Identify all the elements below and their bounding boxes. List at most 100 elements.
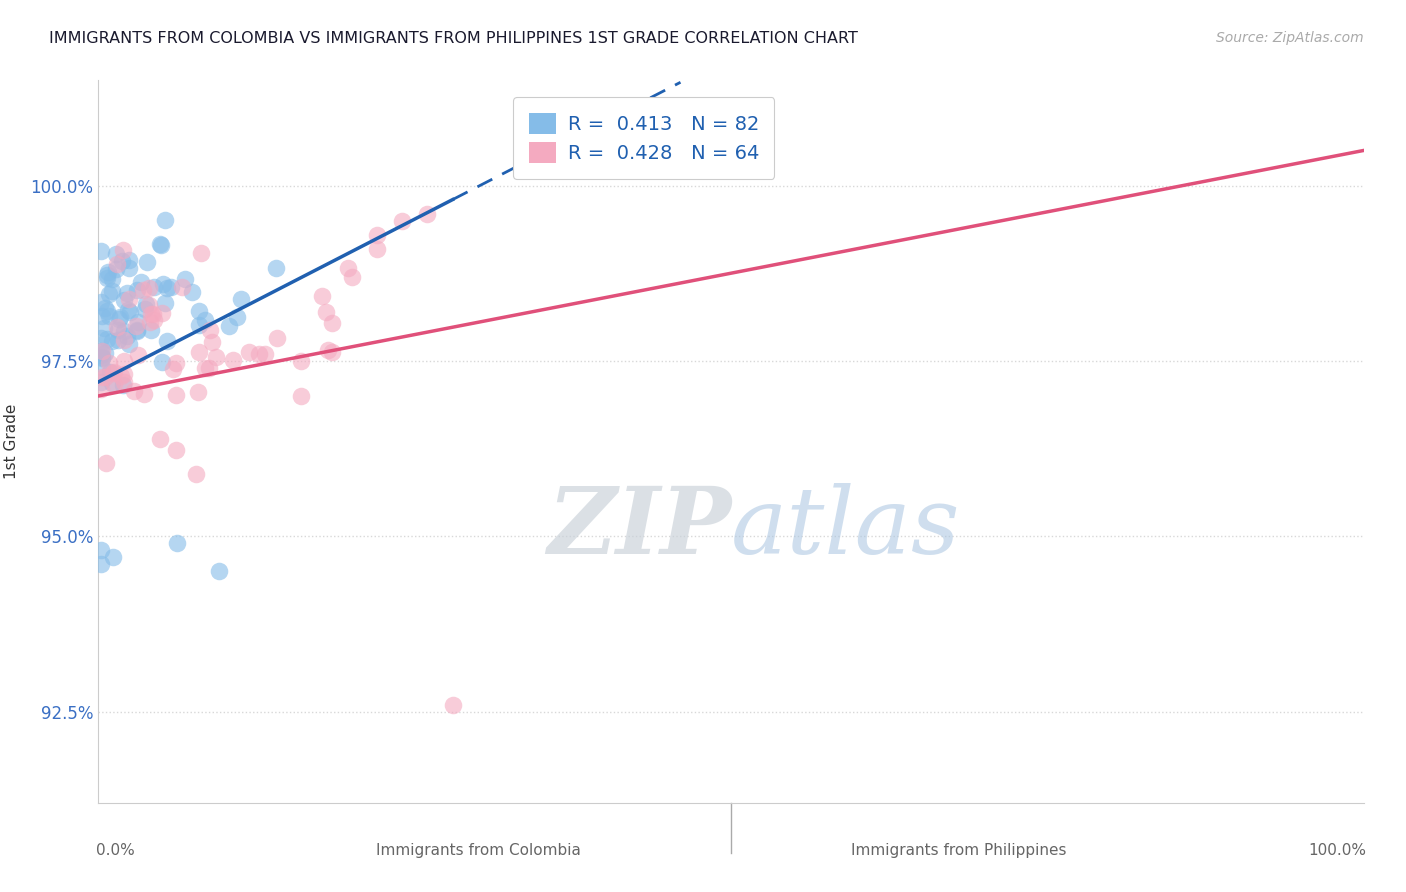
Point <box>391 213 413 227</box>
Point <box>416 206 439 220</box>
Point <box>162 362 184 376</box>
Point <box>166 536 188 550</box>
Text: 0.0%: 0.0% <box>96 843 135 857</box>
Text: ZIP: ZIP <box>547 483 731 574</box>
Point <box>94 457 117 471</box>
Point <box>132 283 155 297</box>
Point <box>108 310 131 324</box>
Point <box>103 365 125 379</box>
Point <box>290 354 312 368</box>
Text: atlas: atlas <box>731 483 960 574</box>
Point <box>315 305 337 319</box>
Text: 100.0%: 100.0% <box>1309 843 1367 857</box>
Point <box>91 360 114 375</box>
Point <box>120 305 142 319</box>
Point <box>127 349 149 363</box>
Point <box>208 564 231 578</box>
Point <box>94 345 117 359</box>
Point <box>159 280 181 294</box>
Point <box>107 312 129 326</box>
Point <box>127 283 149 297</box>
Point <box>96 268 118 282</box>
Point <box>118 337 141 351</box>
Point <box>90 331 112 345</box>
Point <box>101 334 124 348</box>
Point <box>247 346 270 360</box>
Point <box>141 307 163 321</box>
Point <box>187 318 209 332</box>
Point <box>110 368 132 383</box>
Point <box>97 265 120 279</box>
Point <box>101 366 124 380</box>
Point <box>112 375 135 389</box>
Point <box>118 261 141 276</box>
Point <box>112 354 135 368</box>
Point <box>93 369 115 384</box>
Point <box>290 389 312 403</box>
Point <box>90 348 112 362</box>
Point <box>111 254 134 268</box>
Point <box>149 236 172 251</box>
Point <box>198 323 221 337</box>
Point <box>90 375 112 389</box>
Point <box>132 387 155 401</box>
Text: Source: ZipAtlas.com: Source: ZipAtlas.com <box>1216 31 1364 45</box>
Point <box>96 304 118 318</box>
Point <box>97 309 120 323</box>
Point <box>153 213 176 227</box>
Y-axis label: 1st Grade: 1st Grade <box>4 404 20 479</box>
Text: IMMIGRANTS FROM COLOMBIA VS IMMIGRANTS FROM PHILIPPINES 1ST GRADE CORRELATION CH: IMMIGRANTS FROM COLOMBIA VS IMMIGRANTS F… <box>49 31 858 46</box>
Point <box>129 276 152 290</box>
Point <box>139 323 162 337</box>
Point <box>105 257 128 271</box>
Point <box>156 334 179 348</box>
Point <box>156 281 179 295</box>
Point <box>90 351 112 365</box>
Point <box>127 324 149 338</box>
Point <box>100 272 122 286</box>
Point <box>118 292 141 306</box>
Point <box>150 238 173 252</box>
Point <box>165 388 187 402</box>
Point <box>174 272 197 286</box>
Point <box>90 343 112 358</box>
Point <box>201 334 224 349</box>
Point <box>122 384 145 398</box>
Point <box>105 262 128 277</box>
Point <box>117 303 139 318</box>
Point <box>91 370 114 384</box>
Point <box>194 361 217 376</box>
Text: Immigrants from Philippines: Immigrants from Philippines <box>851 843 1067 857</box>
Point <box>90 558 112 572</box>
Point <box>111 243 134 257</box>
Point <box>127 315 149 329</box>
Point <box>112 324 135 338</box>
Point <box>238 345 260 359</box>
Point <box>441 698 464 712</box>
Point <box>266 330 288 344</box>
Point <box>253 347 276 361</box>
Point <box>90 244 112 258</box>
Point <box>118 253 141 268</box>
Point <box>107 323 129 337</box>
Point <box>125 318 148 333</box>
Point <box>115 328 138 343</box>
Point <box>90 382 112 396</box>
Point <box>150 355 173 369</box>
Point <box>152 277 174 292</box>
Point <box>101 550 124 565</box>
Point <box>264 260 287 275</box>
Point <box>184 467 207 481</box>
Point <box>98 286 121 301</box>
Point <box>115 285 138 300</box>
Point <box>170 280 193 294</box>
Point <box>316 343 339 358</box>
Point <box>105 319 128 334</box>
Point <box>321 345 343 359</box>
Point <box>198 360 221 375</box>
Point <box>103 377 125 392</box>
Point <box>311 289 333 303</box>
Point <box>190 246 212 260</box>
Point <box>111 377 134 392</box>
Point <box>96 332 118 346</box>
